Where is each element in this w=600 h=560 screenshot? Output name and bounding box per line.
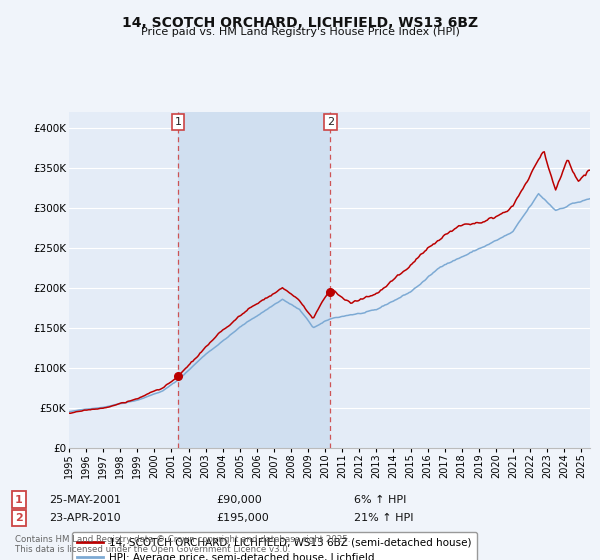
Text: 23-APR-2010: 23-APR-2010 — [49, 513, 121, 523]
Text: 1: 1 — [175, 117, 181, 127]
Text: 25-MAY-2001: 25-MAY-2001 — [49, 494, 121, 505]
Text: 1: 1 — [15, 494, 23, 505]
Text: 21% ↑ HPI: 21% ↑ HPI — [354, 513, 413, 523]
Text: Contains HM Land Registry data © Crown copyright and database right 2025.
This d: Contains HM Land Registry data © Crown c… — [15, 535, 350, 554]
Text: 14, SCOTCH ORCHARD, LICHFIELD, WS13 6BZ: 14, SCOTCH ORCHARD, LICHFIELD, WS13 6BZ — [122, 16, 478, 30]
Text: £90,000: £90,000 — [216, 494, 262, 505]
Legend: 14, SCOTCH ORCHARD, LICHFIELD, WS13 6BZ (semi-detached house), HPI: Average pric: 14, SCOTCH ORCHARD, LICHFIELD, WS13 6BZ … — [71, 532, 477, 560]
Text: 2: 2 — [326, 117, 334, 127]
Text: 2: 2 — [15, 513, 23, 523]
Bar — [178, 112, 330, 448]
Text: 6% ↑ HPI: 6% ↑ HPI — [354, 494, 406, 505]
Text: £195,000: £195,000 — [216, 513, 269, 523]
Text: Price paid vs. HM Land Registry's House Price Index (HPI): Price paid vs. HM Land Registry's House … — [140, 27, 460, 37]
